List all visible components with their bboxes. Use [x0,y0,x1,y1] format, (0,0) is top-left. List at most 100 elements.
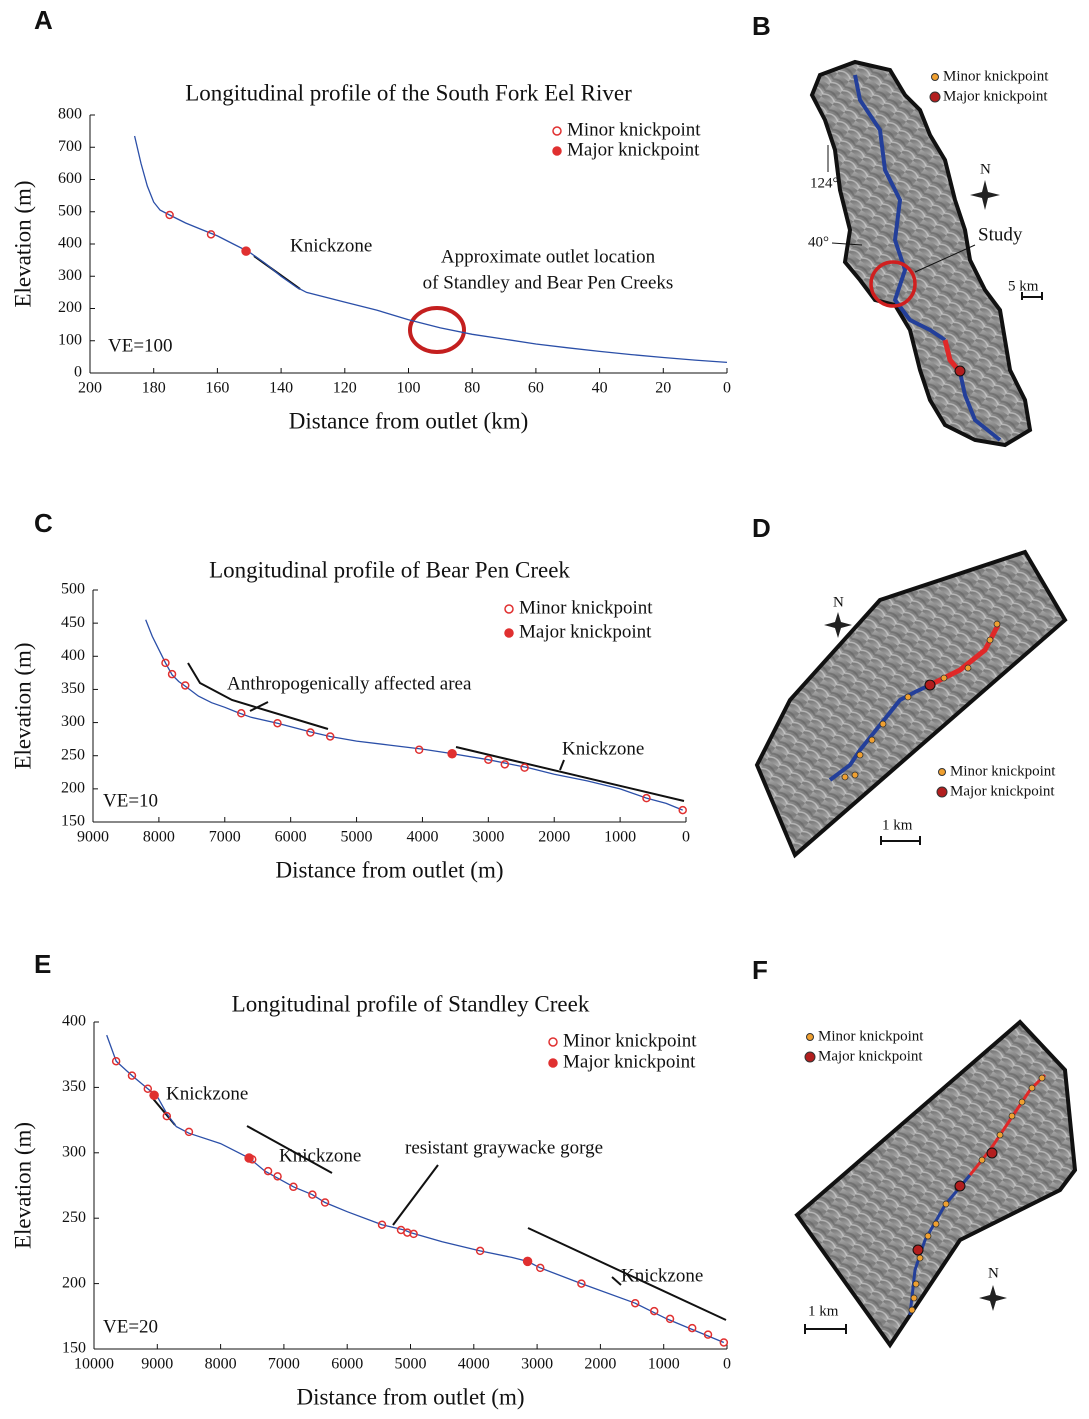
y-tick-label: 700 [58,138,82,155]
major-knickpoint [522,1256,533,1267]
x-tick-label: 7000 [209,829,241,846]
knickpoints [908,1074,1046,1314]
major-knickpoint [986,1147,998,1159]
river [853,74,947,342]
y-tick-label: 350 [61,680,85,697]
annotation: Knickzone [562,738,644,759]
y-tick-label: 250 [62,1209,86,1226]
annotation-line [559,759,565,771]
minor-knickpoint [161,658,170,668]
x-tick-label: 3000 [521,1356,553,1373]
x-tick-label: 60 [528,380,544,397]
minor-knickpoint [577,1279,586,1288]
minor-knickpoint [273,1172,282,1181]
major-knickpoint [244,1153,254,1163]
legend-text: Minor knickpoint [519,597,653,618]
y-tick-label: 150 [61,813,85,830]
annotation: VE=10 [103,790,158,811]
panel-label: B [752,11,771,41]
minor-knickpoint [184,1127,194,1137]
map-label: N [988,1265,999,1281]
legend-text: Major knickpoint [567,139,700,160]
minor-knickpoint [237,709,246,718]
panel-label: C [34,508,53,538]
minor-knickpoint [325,732,335,741]
watershed [754,549,1068,859]
minor-knickpoint [162,1111,172,1121]
x-tick-label: 6000 [275,829,307,846]
minor-knickpoint [665,1314,675,1324]
legend-text: Major knickpoint [943,88,1048,104]
legend-text: Major knickpoint [950,783,1055,799]
map-b: Study 124° 40° N 5 km Minor knickpoint M… [808,59,1049,448]
x-tick-label: 1000 [648,1356,680,1373]
watershed [809,59,1033,448]
profile-line [106,1034,725,1344]
map-label: N [980,161,991,177]
minor-knickpoint [273,718,282,728]
y-tick-label: 450 [61,614,85,631]
annotation: Knickzone [621,1265,703,1286]
legend-marker [806,1033,814,1041]
minor-knickpoint [127,1071,137,1080]
x-tick-label: 160 [205,380,229,397]
minor-knickpoint [642,793,651,803]
scale-bar [804,1324,847,1334]
x-tick-label: 20 [655,380,671,397]
map-label: Study [978,224,1023,245]
profile-line [133,135,728,364]
legend-marker [548,1037,558,1047]
panel-label: A [34,5,53,35]
minor-knickpoint [536,1263,545,1273]
major-knickpoint [912,1244,924,1256]
x-tick-label: 80 [464,380,480,397]
legend-text: Major knickpoint [563,1051,696,1072]
legend-text: Major knickpoint [818,1048,923,1064]
annotation: resistant graywacke gorge [405,1137,603,1158]
map-label: 124° [810,175,839,191]
x-tick-label: 0 [682,829,690,846]
minor-knickpoint [703,1330,713,1339]
legend-text: Minor knickpoint [943,68,1049,84]
watershed [794,1019,1078,1349]
annotation-line [455,746,685,802]
x-tick-label: 6000 [331,1356,363,1373]
annotation: Knickzone [290,235,372,256]
graticule [831,242,863,246]
legend-marker [804,1051,816,1063]
annotation-line [187,662,329,730]
annotation-line [392,1164,439,1226]
y-tick-label: 300 [62,1143,86,1160]
x-tick-label: 120 [333,380,357,397]
legend-text: Minor knickpoint [563,1030,697,1051]
annotation: of Standley and Bear Pen Creeks [423,272,674,293]
minor-knickpoint [308,1190,317,1199]
study-circle [869,260,917,308]
scale-bar [880,836,921,845]
y-tick-label: 150 [62,1340,86,1357]
x-tick-label: 10000 [74,1356,114,1373]
y-axis-label: Elevation (m) [10,642,35,769]
y-tick-label: 500 [58,202,82,219]
minor-knickpoint [414,745,424,754]
panel-label: E [34,949,51,979]
minor-knickpoint [484,755,493,764]
legend-marker [552,126,562,136]
chart: Longitudinal profile of the South Fork E… [10,80,731,433]
annotation: Approximate outlet location [441,246,656,267]
x-tick-label: 5000 [395,1356,427,1373]
major-knickpoint [447,748,457,759]
scale-bar [1021,292,1043,300]
chart: Longitudinal profile of Standley Creek 10… [10,991,731,1409]
panel-label: F [752,955,768,985]
annotation: VE=100 [108,335,173,356]
minor-knickpoint [263,1166,273,1176]
minor-knickpoint [165,210,174,220]
chart-title: Longitudinal profile of Standley Creek [232,991,590,1016]
legend-marker [548,1058,558,1068]
map-label: 1 km [808,1303,839,1319]
minor-knickpoint [409,1229,418,1239]
x-tick-label: 8000 [143,829,175,846]
x-tick-label: 4000 [458,1356,490,1373]
legend-marker [504,604,514,614]
